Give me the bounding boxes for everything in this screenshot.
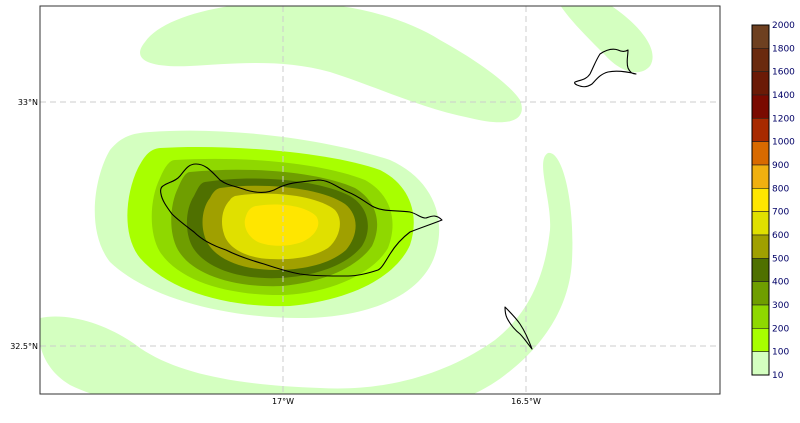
lon-label-16-5w: 16.5°W	[511, 397, 541, 406]
colorbar-label: 800	[772, 184, 789, 194]
lat-label-32-5: 32.5°N	[10, 342, 38, 351]
colorbar-swatch	[751, 94, 770, 119]
colorbar-label: 300	[772, 301, 789, 311]
colorbar-swatch	[751, 48, 770, 72]
colorbar-label: 500	[772, 254, 789, 264]
colorbar-label: 100	[772, 348, 789, 358]
contour-band-10-top	[140, 6, 522, 123]
lon-label-17w: 17°W	[272, 397, 294, 406]
gridlines	[40, 6, 720, 394]
colorbar-label: 1400	[772, 91, 795, 101]
colorbar-swatch	[751, 234, 770, 259]
colorbar-swatch	[751, 328, 770, 352]
contour-band-10-south	[40, 152, 573, 394]
colorbar-label: 700	[772, 208, 789, 218]
colorbar-label: 10	[772, 371, 784, 381]
colorbar-label: 400	[772, 278, 789, 288]
contour-field	[40, 6, 653, 394]
colorbar-swatch	[751, 164, 770, 189]
colorbar-swatch	[751, 304, 770, 329]
colorbar-label: 1600	[772, 68, 795, 78]
coastlines	[160, 48, 637, 350]
coastline-madeira	[160, 163, 443, 277]
plot-frame	[39, 5, 721, 395]
contour-band-10-ne	[560, 6, 653, 73]
colorbar-swatch	[751, 351, 770, 376]
colorbar-label: 1200	[772, 114, 795, 124]
colorbar-swatch	[751, 211, 770, 236]
colorbar-swatch	[751, 281, 770, 306]
colorbar-label: 900	[772, 161, 789, 171]
colorbar-label: 600	[772, 231, 789, 241]
colorbar-swatch	[751, 141, 770, 166]
colorbar-swatch	[751, 258, 770, 282]
colorbar-label: 1800	[772, 44, 795, 54]
colorbar-label: 1000	[772, 138, 795, 148]
coastline-porto-santo	[574, 48, 637, 88]
colorbar-swatch	[751, 71, 770, 96]
contour-band-700	[244, 204, 319, 246]
coastline-desertas	[504, 306, 533, 350]
colorbar-swatch	[751, 188, 770, 212]
lat-label-33: 33°N	[18, 98, 38, 107]
colorbar-swatch	[751, 24, 770, 49]
colorbar-swatch	[751, 118, 770, 142]
colorbar: 2000 1800 1600 1400 1200 1000 900 800 700 600 500 4…	[751, 21, 795, 381]
colorbar-label: 200	[772, 324, 789, 334]
colorbar-frame	[751, 24, 770, 376]
colorbar-label: 2000	[772, 21, 795, 31]
